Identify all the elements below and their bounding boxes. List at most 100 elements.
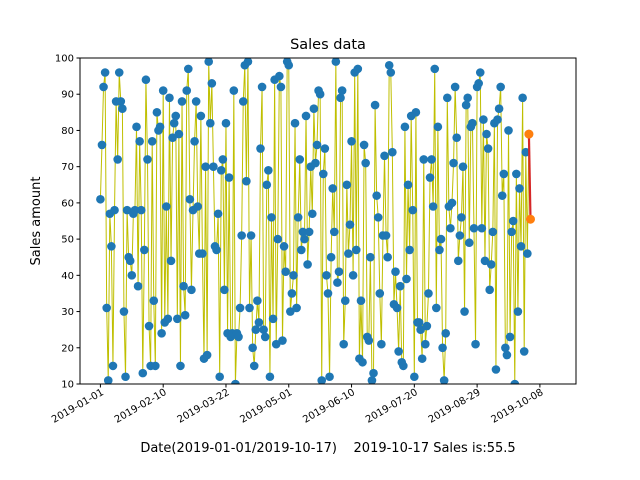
data-point: [140, 245, 149, 255]
data-point: [433, 122, 443, 132]
data-point: [143, 155, 152, 164]
data-point: [276, 82, 286, 92]
data-point: [147, 137, 157, 146]
data-point: [279, 242, 289, 251]
data-point: [220, 285, 229, 295]
data-point: [417, 354, 427, 363]
data-point: [97, 140, 107, 150]
data-point: [122, 205, 132, 215]
data-point: [110, 205, 119, 215]
x-axis-label: Date(2019-01-01/2019-10-17) 2019-10-17 S…: [140, 441, 515, 456]
data-point: [388, 147, 397, 157]
data-point: [494, 104, 504, 114]
data-point: [207, 79, 217, 88]
data-point: [201, 162, 210, 171]
data-point: [322, 271, 331, 280]
data-point: [457, 213, 466, 222]
data-point: [292, 303, 301, 313]
data-point: [381, 231, 391, 240]
data-point: [446, 223, 455, 233]
data-point: [337, 86, 347, 95]
data-point: [421, 339, 430, 349]
y-tick-label: 80: [61, 126, 74, 137]
y-tick-label: 50: [61, 235, 74, 246]
data-point: [221, 118, 231, 128]
data-point: [361, 158, 370, 168]
data-point: [136, 205, 146, 215]
data-point: [304, 227, 314, 237]
data-point: [463, 93, 472, 103]
data-point: [224, 173, 234, 182]
data-point: [482, 129, 491, 139]
data-point: [193, 202, 203, 211]
data-point: [293, 213, 303, 222]
data-point: [312, 140, 322, 150]
data-point: [107, 242, 116, 251]
highlight-line: [527, 134, 532, 220]
data-point: [260, 332, 270, 342]
data-point: [273, 234, 283, 244]
data-point: [204, 58, 214, 66]
data-point: [185, 194, 195, 204]
data-point: [523, 249, 532, 258]
data-point: [144, 321, 154, 331]
data-point: [432, 303, 441, 313]
data-point: [265, 372, 275, 382]
data-point: [237, 231, 246, 240]
y-tick-label: 40: [61, 271, 74, 282]
data-point: [268, 314, 278, 324]
data-point: [103, 376, 113, 384]
data-point: [168, 133, 177, 142]
data-point: [213, 209, 223, 219]
data-point: [317, 376, 327, 384]
data-point: [425, 173, 435, 182]
data-point: [254, 318, 264, 327]
data-point: [96, 194, 105, 204]
data-point: [174, 129, 184, 139]
series-group: [96, 58, 535, 384]
data-point: [422, 321, 432, 331]
data-point: [512, 169, 521, 179]
data-point: [257, 82, 267, 92]
data-point: [458, 162, 468, 171]
data-point: [271, 339, 281, 349]
data-point: [176, 361, 185, 371]
data-point: [196, 111, 206, 121]
data-point: [518, 93, 527, 103]
data-point: [410, 372, 419, 382]
data-point: [267, 213, 276, 222]
data-point: [287, 289, 297, 298]
data-point: [519, 347, 529, 356]
data-point: [452, 133, 462, 142]
data-point: [180, 310, 190, 320]
data-point: [191, 97, 201, 106]
data-point: [325, 372, 334, 382]
data-point: [135, 137, 144, 146]
data-point: [367, 376, 377, 384]
data-point: [430, 64, 440, 74]
data-point: [359, 140, 369, 150]
data-point: [320, 144, 330, 153]
data-point: [402, 274, 411, 284]
data-point: [447, 198, 457, 208]
highlight-point-end: [525, 214, 535, 224]
data-point: [212, 245, 221, 255]
data-point: [427, 155, 436, 164]
data-point: [138, 368, 148, 378]
data-point: [259, 325, 268, 334]
data-point: [464, 238, 474, 248]
data-point: [392, 303, 402, 313]
data-point: [399, 361, 408, 371]
axes-frame: [79, 57, 577, 385]
data-point: [424, 289, 433, 298]
data-point: [334, 267, 344, 277]
data-point: [369, 368, 378, 378]
data-point: [141, 75, 151, 85]
data-point: [165, 93, 174, 103]
data-point: [485, 285, 494, 295]
data-point: [256, 144, 265, 153]
data-point: [493, 115, 502, 124]
data-point: [184, 64, 193, 74]
data-point: [100, 68, 110, 77]
series-line: [99, 61, 530, 384]
